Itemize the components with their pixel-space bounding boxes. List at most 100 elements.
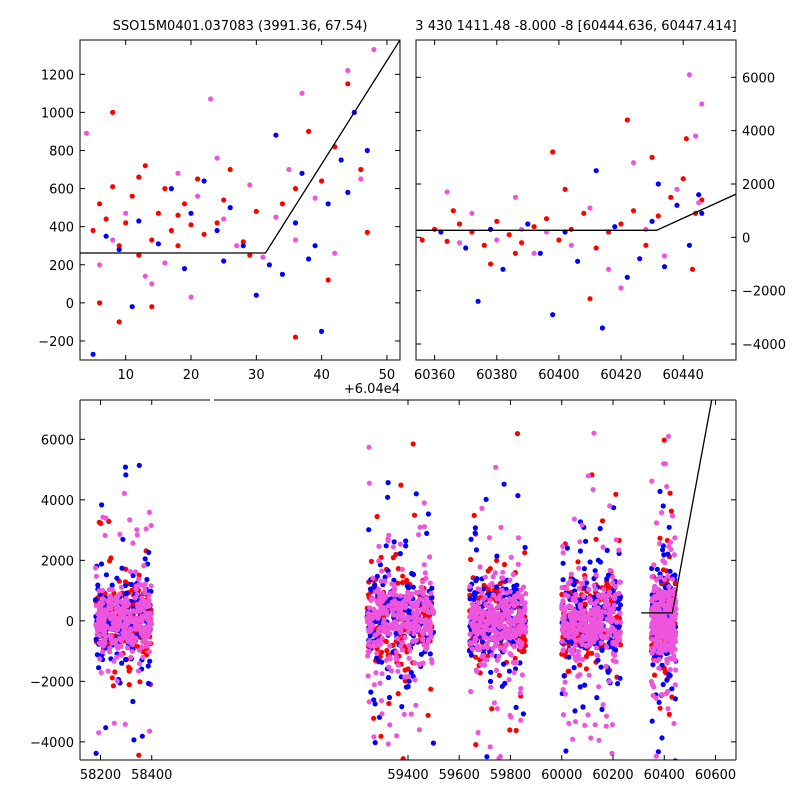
data-point-violet xyxy=(420,631,426,637)
data-point-violet xyxy=(664,483,670,490)
data-point-violet xyxy=(617,610,623,616)
data-point-violet xyxy=(93,573,99,579)
data-point-violet xyxy=(494,657,500,663)
data-point-blue xyxy=(122,464,129,470)
data-point-violet xyxy=(386,572,392,578)
data-point-violet xyxy=(106,587,112,593)
data-point-blue xyxy=(214,227,220,234)
data-point-violet xyxy=(427,554,433,560)
data-point-violet xyxy=(656,645,663,652)
data-point-violet xyxy=(610,580,616,586)
data-point-violet xyxy=(659,691,665,698)
data-point-violet xyxy=(149,281,155,287)
data-point-violet xyxy=(413,637,419,644)
x-tick-label: 60600 xyxy=(695,768,736,783)
data-point-violet xyxy=(371,734,377,740)
data-point-violet xyxy=(365,610,371,616)
data-point-blue xyxy=(366,527,372,533)
data-point-violet xyxy=(652,587,658,593)
data-point-violet xyxy=(653,594,659,600)
data-point-blue xyxy=(146,549,152,556)
data-point-violet xyxy=(482,634,488,640)
data-point-violet xyxy=(129,648,135,654)
data-point-red xyxy=(689,266,696,272)
x-tick-label: 60400 xyxy=(538,368,579,383)
data-point-blue xyxy=(560,560,566,566)
data-point-violet xyxy=(299,90,305,96)
data-point-red xyxy=(149,237,155,243)
data-point-violet xyxy=(411,630,417,637)
data-point-violet xyxy=(358,176,364,182)
data-point-red xyxy=(649,154,655,160)
data-point-blue xyxy=(666,524,672,530)
data-point-blue xyxy=(367,586,374,592)
data-point-violet xyxy=(665,706,671,712)
data-point-red xyxy=(523,787,528,792)
data-point-violet xyxy=(667,539,674,545)
data-point-violet xyxy=(494,615,500,621)
data-point-blue xyxy=(615,681,621,687)
data-point-violet xyxy=(137,661,143,667)
y-tick-label: −2000 xyxy=(742,285,786,300)
data-point-violet xyxy=(394,604,400,610)
data-point-violet xyxy=(368,643,374,649)
data-point-blue xyxy=(605,669,611,675)
data-point-violet xyxy=(511,621,517,627)
data-point-red xyxy=(195,176,201,182)
data-point-violet xyxy=(512,643,518,649)
data-point-violet xyxy=(405,618,411,624)
data-point-blue xyxy=(122,583,128,589)
data-point-blue xyxy=(240,243,246,249)
data-point-blue xyxy=(513,704,519,711)
data-point-violet xyxy=(511,603,517,609)
data-point-red xyxy=(618,221,624,227)
data-point-blue xyxy=(537,250,543,256)
data-point-red xyxy=(378,554,384,560)
data-point-violet xyxy=(387,623,393,629)
data-point-violet xyxy=(142,638,148,644)
data-point-violet xyxy=(390,582,397,588)
data-point-violet xyxy=(603,713,610,719)
data-point-violet xyxy=(618,619,624,625)
data-point-violet xyxy=(656,665,662,671)
data-point-violet xyxy=(175,170,181,176)
data-point-violet xyxy=(570,736,576,742)
data-point-blue xyxy=(406,678,412,684)
data-point-blue xyxy=(657,488,663,494)
data-point-violet xyxy=(424,595,430,602)
data-point-violet xyxy=(117,531,123,538)
data-point-blue xyxy=(385,674,392,681)
data-point-blue xyxy=(595,657,601,663)
data-point-red xyxy=(253,208,259,214)
data-point-violet xyxy=(560,598,566,604)
data-point-red xyxy=(550,149,556,155)
data-point-violet xyxy=(651,562,657,568)
x-tick-label: 59800 xyxy=(490,768,531,783)
data-point-violet xyxy=(94,627,101,633)
data-point-blue xyxy=(130,572,136,579)
data-point-violet xyxy=(472,639,478,645)
data-point-violet xyxy=(578,580,585,586)
data-point-violet xyxy=(387,643,393,649)
data-point-blue xyxy=(550,312,556,318)
data-point-violet xyxy=(580,656,586,663)
data-point-blue xyxy=(599,325,606,331)
data-point-blue xyxy=(99,502,105,508)
data-point-violet xyxy=(115,627,121,633)
data-point-violet xyxy=(665,688,671,695)
data-point-violet xyxy=(576,637,582,643)
data-point-violet xyxy=(419,636,426,643)
data-point-violet xyxy=(398,643,404,649)
data-point-violet xyxy=(670,637,677,643)
data-point-violet xyxy=(580,634,586,640)
data-point-violet xyxy=(512,194,519,200)
data-point-violet xyxy=(214,155,220,161)
data-point-violet xyxy=(417,662,423,668)
data-point-violet xyxy=(515,535,522,541)
data-point-violet xyxy=(108,626,115,633)
data-point-violet xyxy=(124,618,130,624)
data-point-violet xyxy=(663,631,669,637)
data-point-blue xyxy=(649,218,655,224)
data-point-violet xyxy=(507,651,513,657)
data-point-violet xyxy=(492,570,498,576)
